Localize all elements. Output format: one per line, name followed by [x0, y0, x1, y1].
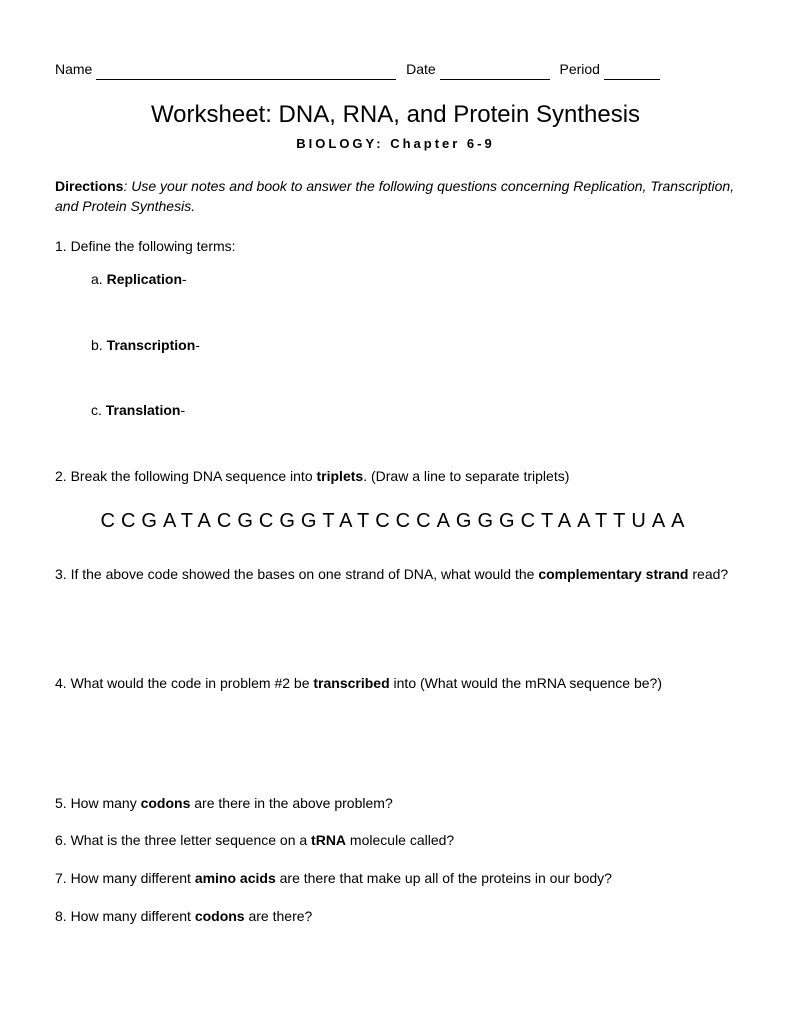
q4-pre: 4. What would the code in problem #2 be [55, 675, 313, 691]
term-word: Translation [106, 402, 181, 418]
question-5: 5. How many codons are there in the abov… [55, 794, 736, 814]
term-word: Replication [107, 271, 182, 287]
term-suffix: - [182, 271, 187, 287]
q4-post: into (What would the mRNA sequence be?) [390, 675, 662, 691]
question-7: 7. How many different amino acids are th… [55, 869, 736, 889]
q7-post: are there that make up all of the protei… [276, 870, 612, 886]
q3-bold: complementary strand [538, 566, 688, 582]
directions-label: Directions [55, 178, 123, 194]
q8-bold: codons [195, 908, 245, 924]
name-label: Name [55, 61, 92, 77]
q1-text: 1. Define the following terms: [55, 237, 736, 257]
question-2: 2. Break the following DNA sequence into… [55, 467, 736, 487]
question-8: 8. How many different codons are there? [55, 907, 736, 927]
worksheet-page: Name Date Period Worksheet: DNA, RNA, an… [0, 0, 791, 1024]
dna-sequence: CCGATACGCGGTATCCCAGGGCTAATTUAA [55, 507, 736, 535]
term-letter: c. [91, 402, 106, 418]
term-list: a. Replication- b. Transcription- c. Tra… [55, 270, 736, 421]
term-c: c. Translation- [91, 401, 736, 421]
term-letter: b. [91, 337, 107, 353]
directions: Directions: Use your notes and book to a… [55, 177, 736, 216]
question-6: 6. What is the three letter sequence on … [55, 831, 736, 851]
term-word: Transcription [107, 337, 196, 353]
term-a: a. Replication- [91, 270, 736, 290]
q8-pre: 8. How many different [55, 908, 195, 924]
term-b: b. Transcription- [91, 336, 736, 356]
q6-pre: 6. What is the three letter sequence on … [55, 832, 311, 848]
q4-bold: transcribed [313, 675, 389, 691]
q7-pre: 7. How many different [55, 870, 195, 886]
q5-bold: codons [141, 795, 191, 811]
q2-pre: 2. Break the following DNA sequence into [55, 468, 317, 484]
period-blank[interactable] [604, 66, 660, 80]
q5-post: are there in the above problem? [190, 795, 392, 811]
question-1: 1. Define the following terms: [55, 237, 736, 257]
name-blank[interactable] [96, 66, 396, 80]
q6-bold: tRNA [311, 832, 346, 848]
date-blank[interactable] [440, 66, 550, 80]
question-4: 4. What would the code in problem #2 be … [55, 674, 736, 694]
q3-pre: 3. If the above code showed the bases on… [55, 566, 538, 582]
q3-post: read? [688, 566, 728, 582]
q2-post: . (Draw a line to separate triplets) [363, 468, 569, 484]
q8-post: are there? [245, 908, 313, 924]
worksheet-subtitle: BIOLOGY: Chapter 6-9 [55, 135, 736, 153]
directions-text: : Use your notes and book to answer the … [55, 178, 734, 214]
q6-post: molecule called? [346, 832, 454, 848]
term-letter: a. [91, 271, 107, 287]
worksheet-title: Worksheet: DNA, RNA, and Protein Synthes… [55, 98, 736, 132]
q5-pre: 5. How many [55, 795, 141, 811]
date-label: Date [406, 61, 436, 77]
q7-bold: amino acids [195, 870, 276, 886]
term-suffix: - [195, 337, 200, 353]
q2-bold: triplets [317, 468, 364, 484]
header-line: Name Date Period [55, 60, 736, 80]
question-3: 3. If the above code showed the bases on… [55, 565, 736, 585]
term-suffix: - [180, 402, 185, 418]
period-label: Period [560, 61, 600, 77]
